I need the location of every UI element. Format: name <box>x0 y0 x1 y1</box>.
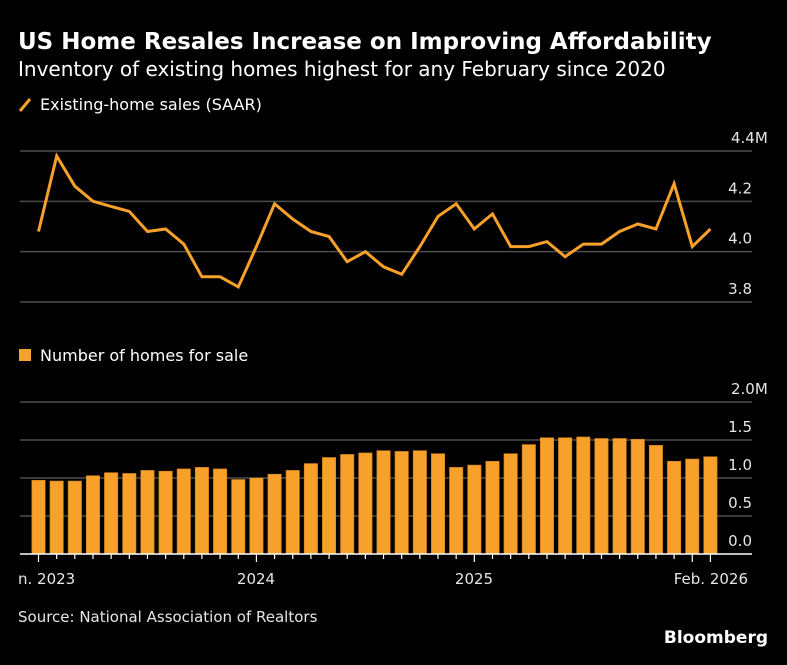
x-label-2024: 2024 <box>237 570 275 588</box>
bar-2023-03 <box>67 480 82 555</box>
bar-2023-09 <box>176 468 191 555</box>
bar-y-tick-label: 0.5 <box>728 494 752 512</box>
bar-2026-01 <box>685 458 700 555</box>
x-label-feb-2026: Feb. 2026 <box>674 570 748 588</box>
bar-2025-08 <box>594 438 609 555</box>
x-label-2025: 2025 <box>455 570 493 588</box>
bar-2023-06 <box>122 473 137 555</box>
bar-y-tick-label: 1.5 <box>728 418 752 436</box>
bar-2024-11 <box>431 453 446 555</box>
bar-2023-10 <box>194 467 209 555</box>
chart-subtitle: Inventory of existing homes highest for … <box>18 57 666 81</box>
bar-2023-07 <box>140 470 155 555</box>
bar-2024-04 <box>303 463 318 555</box>
line-y-tick-label: 4.0 <box>728 230 752 248</box>
bar-2025-12 <box>667 460 682 555</box>
bar-2025-09 <box>612 438 627 555</box>
bar-2024-12 <box>449 467 464 555</box>
bar-y-tick-label: 1.0 <box>728 456 752 474</box>
bar-y-tick-label: 2.0M <box>731 380 768 398</box>
bar-2025-03 <box>503 453 518 555</box>
bar-y-tick-label: 0.0 <box>728 532 752 550</box>
bar-2024-09 <box>394 451 409 555</box>
bar-2024-02 <box>267 473 282 555</box>
bar-2024-08 <box>376 450 391 555</box>
bar-2025-10 <box>630 438 645 555</box>
bar-2024-03 <box>285 470 300 555</box>
x-label-jan-2023: n. 2023 <box>18 570 75 588</box>
bar-2024-05 <box>322 457 337 555</box>
bar-2025-06 <box>558 437 573 555</box>
bar-2025-11 <box>648 445 663 555</box>
bar-2024-01 <box>249 477 264 555</box>
bar-2023-05 <box>104 472 119 555</box>
bar-2024-06 <box>340 454 355 555</box>
bar-2025-02 <box>485 460 500 555</box>
chart-title: US Home Resales Increase on Improving Af… <box>18 29 712 55</box>
bar-2025-05 <box>539 437 554 555</box>
bar-2023-04 <box>85 475 100 555</box>
line-series-existing-home-sales <box>37 152 712 290</box>
bar-2023-08 <box>158 470 173 555</box>
source-note: Source: National Association of Realtors <box>18 608 318 626</box>
bar-2025-07 <box>576 436 591 555</box>
line-y-tick-label: 4.4M <box>731 129 768 147</box>
line-y-tick-label: 4.2 <box>728 179 752 197</box>
legend-bar: Number of homes for sale <box>40 346 248 365</box>
bar-2023-01 <box>31 479 46 555</box>
bar-2023-12 <box>231 479 246 555</box>
bar-2025-04 <box>521 444 536 555</box>
bar-2024-07 <box>358 452 373 555</box>
line-swatch-icon <box>18 98 32 112</box>
bar-2026-02 <box>703 456 718 555</box>
bar-2023-11 <box>213 468 228 555</box>
bar-2023-02 <box>49 480 64 555</box>
bloomberg-logo: Bloomberg <box>664 628 768 648</box>
square-swatch-icon <box>19 349 31 361</box>
bar-2025-01 <box>467 464 482 555</box>
legend-line: Existing-home sales (SAAR) <box>40 95 262 114</box>
line-y-tick-label: 3.8 <box>728 280 752 298</box>
bar-2024-10 <box>412 450 427 555</box>
